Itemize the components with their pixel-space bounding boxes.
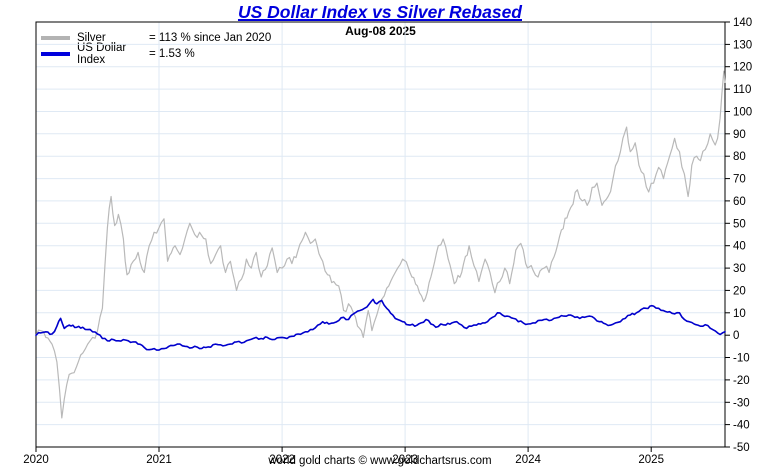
svg-text:-50: -50 xyxy=(733,442,750,454)
svg-text:2022: 2022 xyxy=(269,454,295,466)
svg-text:40: 40 xyxy=(733,241,746,253)
legend: Silver = 113 % since Jan 2020 US Dollar … xyxy=(41,30,271,66)
svg-text:140: 140 xyxy=(733,17,752,29)
svg-text:50: 50 xyxy=(733,218,746,230)
legend-value-silver: = 113 % since Jan 2020 xyxy=(149,32,272,44)
usd-index-line-swatch xyxy=(41,52,70,56)
silver-line-swatch xyxy=(41,36,70,40)
legend-label-usd-index: US Dollar Index xyxy=(77,42,127,66)
svg-text:120: 120 xyxy=(733,62,752,74)
chart-title: US Dollar Index vs Silver Rebased xyxy=(237,2,522,22)
svg-text:0: 0 xyxy=(733,330,739,342)
svg-text:30: 30 xyxy=(733,263,746,275)
svg-text:10: 10 xyxy=(733,308,746,320)
svg-text:2024: 2024 xyxy=(515,454,541,466)
svg-text:2023: 2023 xyxy=(392,454,418,466)
svg-text:90: 90 xyxy=(733,129,746,141)
footer-credit: world gold charts © www.goldchartsrus.co… xyxy=(268,455,492,467)
svg-text:2025: 2025 xyxy=(638,454,664,466)
as-of-date-label: Aug-08 2025 xyxy=(345,24,416,38)
svg-text:100: 100 xyxy=(733,107,752,119)
svg-text:2021: 2021 xyxy=(146,454,172,466)
svg-text:-30: -30 xyxy=(733,397,750,409)
svg-text:-10: -10 xyxy=(733,353,750,365)
legend-item-usd-index: US Dollar Index = 1.53 % xyxy=(41,42,271,66)
svg-text:60: 60 xyxy=(733,196,746,208)
svg-text:2020: 2020 xyxy=(23,454,49,466)
svg-text:20: 20 xyxy=(733,285,746,297)
svg-text:70: 70 xyxy=(733,174,746,186)
svg-text:110: 110 xyxy=(733,84,751,96)
svg-text:-20: -20 xyxy=(733,375,750,387)
svg-text:130: 130 xyxy=(733,39,752,51)
legend-item-silver: Silver = 113 % since Jan 2020 xyxy=(41,30,271,46)
svg-text:80: 80 xyxy=(733,151,746,163)
svg-text:-40: -40 xyxy=(733,420,750,432)
legend-value-usd-index: = 1.53 % xyxy=(149,48,195,60)
legend-label-silver: Silver xyxy=(77,32,106,44)
